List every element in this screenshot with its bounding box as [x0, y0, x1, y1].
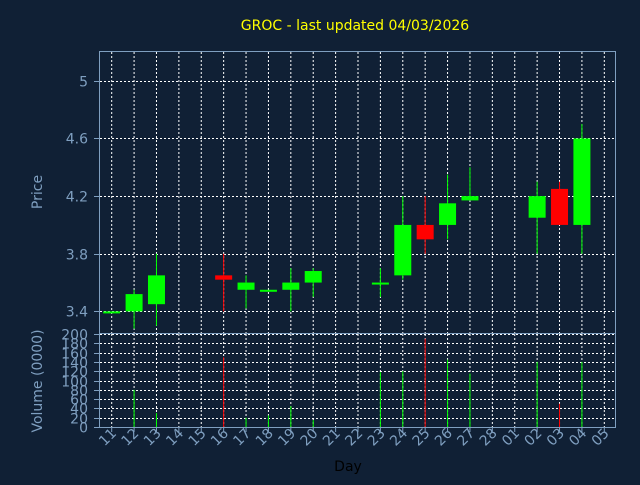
- candle-body: [259, 289, 277, 292]
- candle-body: [461, 196, 479, 201]
- volume-tick-label: 140: [61, 356, 88, 372]
- candle-body: [304, 271, 322, 283]
- volume-tick-label: 40: [70, 402, 88, 418]
- x-axis-label: Day: [334, 459, 362, 475]
- candle-body: [103, 311, 121, 314]
- volume-tick-label: 80: [70, 384, 88, 400]
- price-tick-label: 4.2: [66, 190, 88, 206]
- candle-body: [573, 138, 591, 225]
- candle-body: [371, 282, 389, 285]
- chart-title: GROC - last updated 04/03/2026: [241, 18, 469, 34]
- price-tick-label: 4.6: [66, 132, 88, 148]
- volume-tick-label: 120: [61, 365, 88, 381]
- candle-body: [528, 196, 546, 218]
- volume-tick-label: 100: [61, 375, 88, 391]
- price-tick-label: 3.4: [66, 305, 88, 321]
- candle-body: [215, 275, 233, 280]
- volume-tick-label: 60: [70, 393, 88, 409]
- volume-tick-label: 0: [79, 421, 88, 437]
- volume-tick-label: 180: [61, 337, 88, 353]
- candle-body: [147, 275, 165, 305]
- candlestick-series: [103, 124, 591, 329]
- candle-body: [282, 282, 300, 290]
- candle-body: [394, 224, 412, 276]
- volume-tick-label: 20: [70, 412, 88, 428]
- volume-bar-series: [133, 338, 583, 427]
- candle-body: [237, 282, 255, 290]
- price-tick-label: 5: [79, 75, 88, 91]
- volume-tick-label: 160: [61, 347, 88, 363]
- candle-body: [125, 294, 143, 312]
- candle-body: [439, 203, 457, 225]
- price-axis-label: Price: [30, 175, 46, 209]
- volume-tick-label: 200: [61, 328, 88, 344]
- candle-body: [416, 224, 434, 240]
- price-tick-label: 3.8: [66, 248, 88, 264]
- price-axis-ticks: 3.4 3.8 4.2 4.6 5: [66, 75, 100, 321]
- day-axis-ticks: 1112131415161718192021222324252627280102…: [96, 425, 613, 449]
- volume-axis-label: Volume (0000): [30, 329, 46, 432]
- candle-body: [551, 188, 569, 225]
